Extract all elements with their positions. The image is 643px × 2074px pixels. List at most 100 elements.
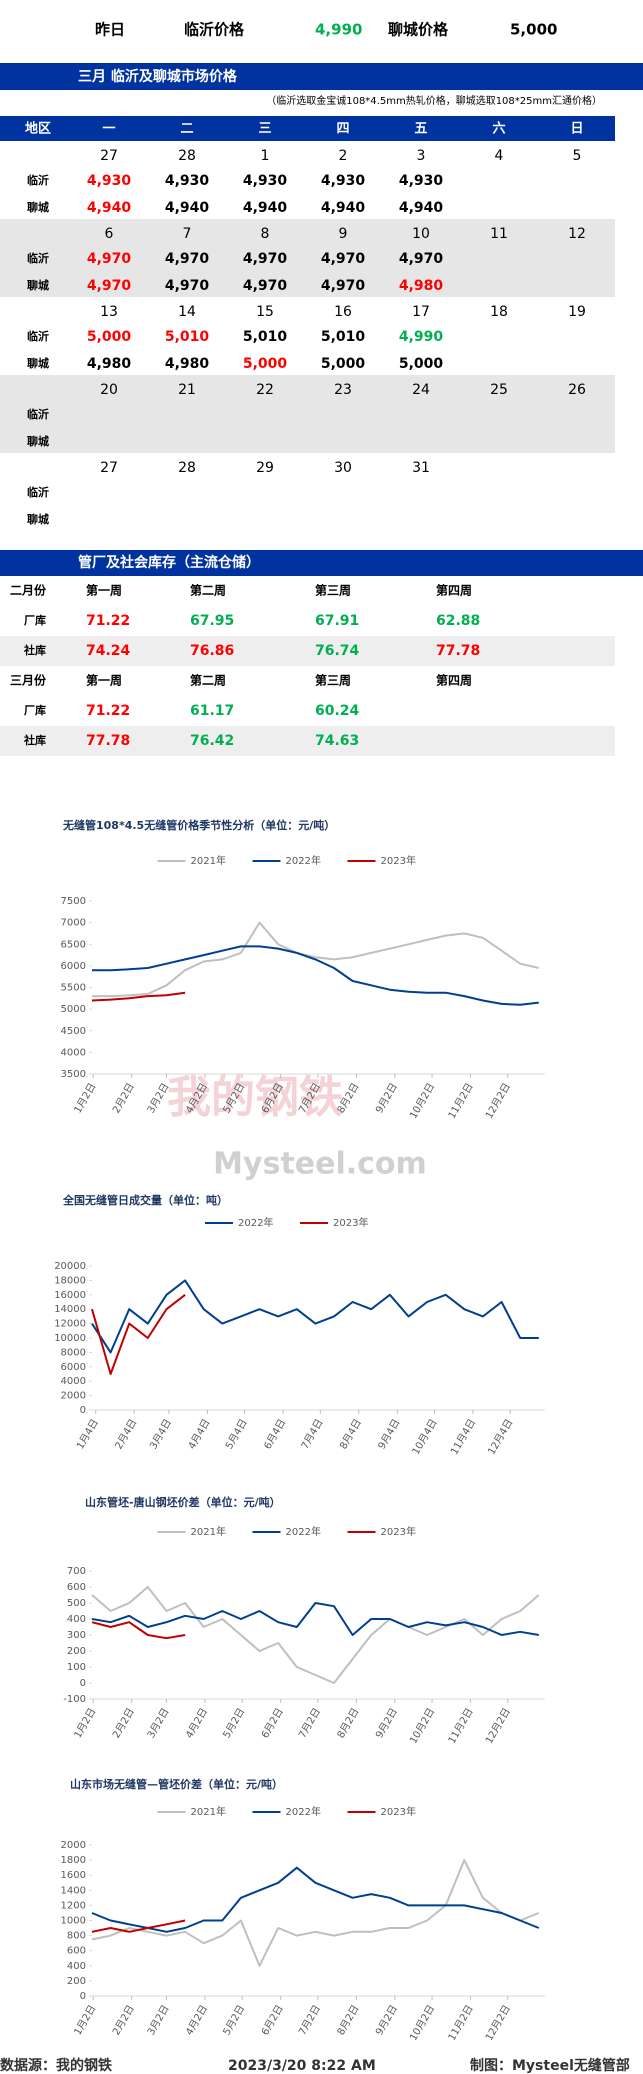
series-line — [91, 1866, 540, 1933]
price: 5,000 — [399, 356, 444, 372]
watermark: 我的钢铁 — [167, 1072, 343, 1123]
x-tick-label: 11月4日 — [448, 1417, 478, 1457]
x-tick-label: 1月2日 — [72, 1081, 99, 1115]
y-tick-label: 600 — [67, 1946, 86, 1957]
y-tick-label: 1400 — [61, 1885, 86, 1896]
y-tick-label: 400 — [67, 1614, 86, 1625]
y-tick-label: 4000 — [61, 1047, 86, 1058]
price: 4,970 — [87, 251, 132, 267]
date: 30 — [334, 460, 352, 476]
y-tick-label: 1200 — [61, 1900, 86, 1911]
date: 24 — [412, 382, 430, 398]
x-tick-label: 2月2日 — [110, 2003, 137, 2037]
price: 4,930 — [399, 173, 444, 189]
row-label: 聊城 — [27, 278, 49, 292]
chart-title: 无缝管108*4.5无缝管价格季节性分析（单位：元/吨） — [62, 818, 335, 832]
stock-value: 60.24 — [315, 703, 360, 719]
section-title: 三月 临沂及聊城市场价格 — [78, 68, 238, 85]
x-tick-label: 11月2日 — [446, 1081, 476, 1121]
price: 4,970 — [87, 278, 132, 294]
y-tick-label: 1000 — [61, 1916, 86, 1927]
series-line — [91, 1279, 539, 1354]
date: 13 — [100, 304, 118, 320]
price: 4,980 — [87, 356, 132, 372]
x-tick-label: 7月4日 — [299, 1417, 326, 1451]
y-tick-label: 0 — [80, 1405, 86, 1416]
legend-label: 2023年 — [381, 1805, 416, 1818]
section-bar — [0, 550, 643, 576]
x-tick-label: 6月2日 — [259, 1706, 286, 1740]
month-label: 二月份 — [10, 583, 47, 598]
x-tick-label: 9月4日 — [376, 1417, 403, 1451]
series-line — [91, 1621, 186, 1640]
series-line — [91, 1919, 186, 1933]
week-label: 第四周 — [436, 673, 472, 688]
row-label: 聊城 — [27, 512, 49, 526]
x-tick-label: 8月4日 — [337, 1417, 364, 1451]
price: 4,970 — [165, 278, 210, 294]
column-header-bar — [0, 116, 615, 141]
y-tick-label: 4500 — [61, 1026, 86, 1037]
stock-value: 74.63 — [315, 733, 359, 749]
y-tick-label: 200 — [67, 1976, 86, 1987]
x-tick-label: 12月2日 — [483, 2003, 513, 2043]
week-label: 第四周 — [436, 583, 472, 598]
x-tick-label: 4月2日 — [183, 2003, 210, 2037]
date: 11 — [490, 226, 508, 242]
date: 6 — [105, 226, 114, 242]
row-label: 临沂 — [27, 251, 49, 265]
week-label: 第二周 — [190, 673, 226, 688]
x-tick-label: 10月2日 — [407, 1706, 437, 1746]
price: 4,930 — [165, 173, 210, 189]
date: 21 — [178, 382, 196, 398]
series-line — [91, 1294, 186, 1375]
row-label: 临沂 — [27, 485, 49, 499]
stock-value: 71.22 — [86, 703, 130, 719]
x-tick-label: 12月4日 — [486, 1417, 516, 1457]
date: 20 — [100, 382, 118, 398]
x-tick-label: 9月2日 — [373, 1706, 400, 1740]
series-line — [91, 991, 186, 1002]
section-bar — [0, 63, 643, 90]
y-tick-label: 600 — [67, 1582, 86, 1593]
row-bg — [0, 726, 615, 756]
row-label: 聊城 — [27, 434, 49, 448]
price: 4,940 — [165, 200, 210, 216]
legend-label: 2022年 — [286, 854, 321, 867]
row-label: 厂库 — [24, 703, 46, 717]
price: 5,010 — [165, 329, 210, 345]
date: 7 — [183, 226, 192, 242]
x-tick-label: 6月2日 — [259, 2003, 286, 2037]
x-tick-label: 3月4日 — [147, 1417, 174, 1451]
date: 18 — [490, 304, 508, 320]
x-tick-label: 11月2日 — [446, 1706, 476, 1746]
section-title: 管厂及社会库存（主流仓储） — [78, 554, 260, 571]
y-tick-label: 14000 — [54, 1304, 86, 1315]
y-tick-label: 10000 — [54, 1333, 86, 1344]
stock-value: 71.22 — [86, 613, 130, 629]
column-header: 五 — [414, 122, 427, 137]
series-line — [91, 1586, 540, 1684]
legend-label: 2023年 — [381, 854, 416, 867]
stock-value: 76.74 — [315, 643, 360, 659]
price: 5,000 — [87, 329, 132, 345]
row-label: 临沂 — [27, 407, 49, 421]
date: 10 — [412, 226, 430, 242]
price: 5,010 — [321, 329, 366, 345]
x-tick-label: 7月2日 — [296, 2003, 323, 2037]
stock-value: 77.78 — [86, 733, 130, 749]
date: 22 — [256, 382, 274, 398]
y-tick-label: 16000 — [54, 1290, 86, 1301]
y-tick-label: 3500 — [61, 1069, 86, 1080]
legend-label: 2022年 — [286, 1805, 321, 1818]
date: 26 — [568, 382, 586, 398]
price: 4,940 — [87, 200, 132, 216]
date: 28 — [178, 148, 196, 164]
x-tick-label: 6月4日 — [262, 1417, 289, 1451]
chart-title: 全国无缝管日成交量（单位：吨） — [62, 1193, 228, 1207]
x-tick-label: 4月2日 — [183, 1706, 210, 1740]
stock-value: 76.86 — [190, 643, 234, 659]
price: 4,970 — [321, 251, 366, 267]
